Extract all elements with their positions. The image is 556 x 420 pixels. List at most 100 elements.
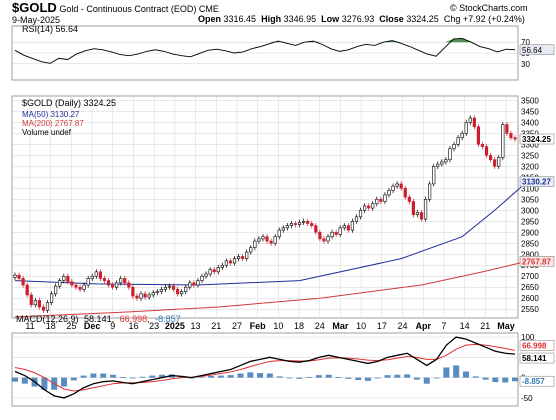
candle-body [484,146,489,156]
macd-histogram-bar [364,377,371,381]
candle-body [228,260,233,264]
ma200-tag [519,256,555,267]
macd-histogram-bar [512,377,518,382]
candle-body [436,163,440,167]
chart-date: 9-May-2025 [12,15,61,25]
candle-body [167,285,172,288]
date-axis-label: 21 [480,321,490,331]
macd-histogram-bar [423,377,430,384]
candle-body [102,278,107,281]
instrument-name: Gold - Continuous Contract (EOD) [59,4,197,14]
date-axis-label: 24 [398,321,408,331]
candle-body [314,225,318,233]
price-axis-label: 2550 [521,305,539,314]
candle-body [220,264,224,268]
price-axis-label: 2950 [521,217,539,226]
price-axis-label: 3000 [521,206,539,215]
exchange-label: CME [198,4,219,14]
candle-body [346,225,350,231]
candle-body [354,216,359,222]
date-axis-label: 7 [441,321,446,331]
candle-body [322,238,326,242]
macd-hist-tag-text: -8.857 [522,377,545,386]
macd-axis-label: 100 [521,333,535,342]
date-axis-label: May [497,321,515,331]
candle-body [306,220,310,224]
candle-body [159,289,163,292]
candle-body [127,282,131,288]
price-axis-label: 3050 [521,195,539,204]
price-axis-label: 3250 [521,151,539,160]
macd-histogram-bar [276,376,283,378]
candle-body [302,220,306,223]
date-axis-label: 11 [25,321,34,331]
candle-body [224,260,228,266]
candle-body [135,295,139,299]
candle-body [281,227,285,231]
candle-body [115,282,119,288]
rsi-legend: RSI(14) 56.64 [22,24,78,34]
candle-body [460,133,464,139]
candle-body [29,294,33,306]
date-axis-label: 13 [191,321,201,331]
candle-body [245,251,249,259]
macd-panel-frame [11,332,519,407]
macd-hist-tag [519,375,555,387]
macd-legend-hist: -8.857 [155,314,181,324]
date-axis: 11 18 25 Dec 9 16 23 2025 13 21 27 Feb 10 18 24 Mar 10 17… [25,321,514,331]
macd-histogram-bar [159,374,166,378]
candle-body [395,183,399,187]
candle-body [391,185,395,191]
candle-body [147,294,151,298]
ma50-line [14,181,528,286]
rsi-overbought-fill [392,40,401,43]
candle-body [13,274,17,278]
macd-histogram-bar [433,377,440,379]
macd-histogram-bar [502,377,509,383]
candle-body [188,282,192,288]
candle-body [131,286,135,297]
price-axis-label: 2900 [521,228,539,237]
date-axis-label: 25 [66,321,76,331]
date-axis-label: 23 [149,321,159,331]
candle-body [505,124,509,134]
close-label: Close [379,14,404,24]
candle-body [387,190,391,196]
candle-body [476,126,481,145]
candle-body [428,183,432,200]
candle-body [265,236,269,242]
price-axis-label: 3300 [521,140,539,149]
candle-body [253,240,257,248]
candle-body [208,269,212,275]
last-price-tag [519,133,555,145]
candle-body [110,284,115,288]
date-axis-label: Apr [415,321,431,331]
low-value: 3276.93 [341,14,375,24]
ma200-line [14,260,528,318]
candle-body [419,212,424,220]
candle-body [513,137,517,140]
candle-body [399,183,403,189]
last-price-tag-text: 3324.25 [522,135,551,144]
chart-header-left: $GOLD Gold - Continuous Contract (EOD) C… [12,1,219,15]
candle-body [192,282,196,286]
candle-body [171,285,176,290]
candle-body [180,291,184,295]
macd-histogram-bar [335,377,342,379]
date-axis-label: Dec [84,321,101,331]
price-axis-label: 2650 [521,283,539,292]
open-value: 3316.45 [223,14,257,24]
macd-histogram-bar [404,374,411,378]
macd-histogram-bar [247,372,254,378]
ma50-tag [519,176,555,187]
candle-body [25,284,29,296]
macd-legend: MACD(12,26,9) 58.141, 66.998, -8.857 [16,314,181,324]
date-axis-label: Feb [250,321,267,331]
macd-histogram-bar [80,375,87,378]
date-axis-label: 2025 [165,321,185,331]
date-axis-label: 24 [315,321,325,331]
candle-body [423,199,428,220]
candle-body [362,205,367,211]
macd-histogram-bar [296,377,303,379]
